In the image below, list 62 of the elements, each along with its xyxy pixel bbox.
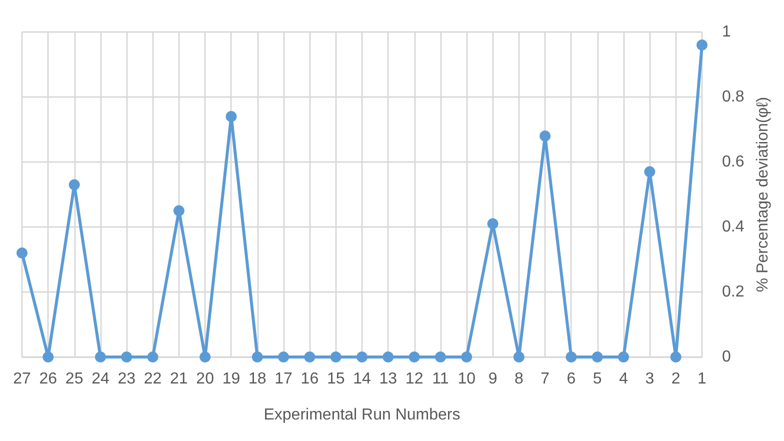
x-tick-label: 22 [144, 370, 162, 388]
x-axis-title: Experimental Run Numbers [264, 406, 460, 424]
point [408, 352, 420, 362]
x-tick-label: 6 [566, 370, 576, 388]
point [696, 40, 708, 50]
point [487, 218, 498, 230]
point [330, 352, 342, 362]
point [644, 166, 656, 178]
x-tick-label: 7 [540, 370, 550, 388]
x-tick-label: 2 [671, 370, 680, 388]
x-tick-label: 20 [196, 370, 214, 388]
point [200, 352, 211, 362]
x-tick-label: 26 [39, 370, 58, 388]
point [382, 352, 394, 362]
x-tick-label: 23 [118, 370, 136, 388]
x-tick-label: 13 [379, 370, 398, 388]
x-tick-label: 10 [458, 370, 476, 388]
point [16, 248, 28, 258]
x-tick-label: 16 [300, 370, 319, 388]
point [252, 352, 263, 362]
x-tick-label: 18 [248, 370, 266, 388]
point [618, 352, 630, 362]
point [434, 352, 446, 362]
point [173, 205, 184, 216]
x-tick-label: 21 [170, 370, 188, 388]
x-tick-label: 1 [698, 370, 707, 388]
y-tick-label: 0.4 [722, 218, 744, 236]
point [94, 352, 106, 362]
point [513, 352, 524, 362]
x-tick-label: 11 [432, 370, 449, 388]
x-tick-label: 17 [274, 370, 293, 388]
point [121, 352, 132, 362]
point [461, 352, 472, 362]
y-axis-title: % Percentage deviation(φℓ) [754, 96, 772, 292]
point [226, 111, 237, 122]
x-tick-label: 25 [65, 370, 84, 388]
x-tick-label: 3 [645, 370, 654, 388]
x-tick-label: 9 [488, 370, 498, 388]
x-tick-label: 15 [326, 370, 345, 388]
x-tick-label: 4 [619, 370, 628, 388]
x-tick-label: 14 [353, 370, 371, 388]
y-tick-label: 1 [722, 24, 731, 40]
x-tick-label: 24 [92, 370, 110, 388]
x-tick-label: 5 [592, 370, 602, 388]
x-tick-label: 27 [13, 370, 31, 388]
y-tick-label: 0.6 [722, 154, 744, 170]
point [68, 179, 80, 190]
point [592, 352, 603, 362]
point [566, 352, 577, 362]
y-tick-label: 0.8 [722, 88, 744, 106]
x-tick-label: 19 [222, 370, 240, 388]
y-tick-label: 0 [722, 348, 731, 366]
point [670, 352, 682, 362]
point [147, 352, 158, 362]
point [304, 352, 316, 362]
y-tick-label: 0.2 [722, 284, 744, 300]
point [540, 130, 551, 142]
x-tick-label: 12 [405, 370, 424, 388]
point [278, 352, 290, 362]
x-tick-label: 8 [514, 370, 524, 388]
point [42, 352, 54, 362]
point [356, 352, 368, 362]
